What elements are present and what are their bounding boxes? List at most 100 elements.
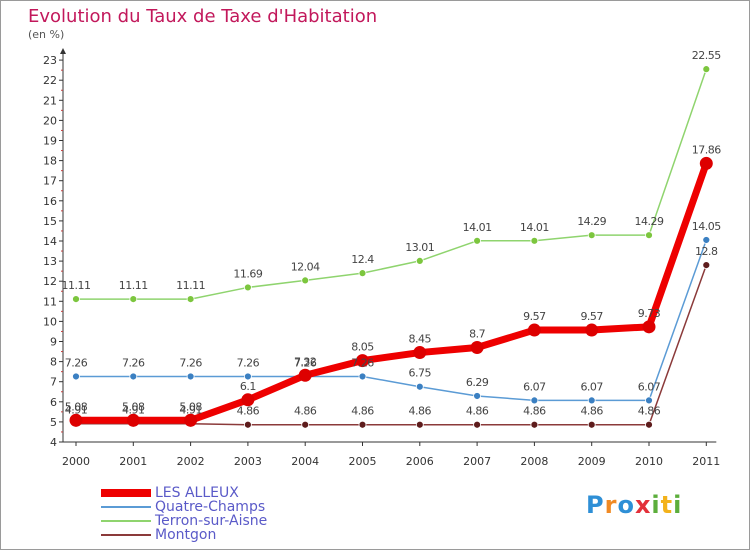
- data-label: 6.75: [409, 367, 432, 380]
- y-tick-label: 18: [43, 155, 57, 168]
- data-label: 9.57: [580, 310, 603, 323]
- y-tick-label: 5: [50, 416, 57, 429]
- x-tick-label: 2009: [578, 455, 606, 468]
- y-tick-label: 20: [43, 114, 57, 127]
- y-tick-label: 4: [50, 436, 57, 449]
- data-label: 14.05: [692, 220, 721, 233]
- data-label: 11.69: [233, 267, 262, 280]
- data-point: [473, 236, 482, 245]
- data-label: 11.11: [119, 279, 148, 292]
- y-tick-label: 23: [43, 54, 57, 67]
- data-label: 7.26: [179, 356, 202, 369]
- data-label: 6.07: [523, 380, 546, 393]
- legend-swatch: [101, 506, 151, 508]
- legend-label: Montgon: [155, 527, 217, 543]
- data-point: [415, 382, 424, 391]
- data-point: [356, 354, 369, 368]
- x-tick-label: 2007: [463, 455, 491, 468]
- legend-label: Terron-sur-Aisne: [155, 513, 268, 529]
- data-point: [645, 231, 653, 240]
- data-point: [72, 372, 80, 381]
- x-tick-label: 2003: [234, 455, 262, 468]
- data-label: 7.26: [237, 356, 260, 369]
- y-tick-label: 19: [43, 135, 57, 148]
- data-label: 11.11: [62, 279, 91, 292]
- data-label: 8.45: [409, 333, 432, 346]
- data-label: 7.32: [294, 355, 317, 368]
- y-tick-label: 21: [43, 94, 57, 107]
- x-tick-label: 2006: [406, 455, 434, 468]
- data-label: 13.01: [405, 241, 434, 254]
- data-point: [530, 396, 539, 405]
- data-point: [301, 420, 310, 429]
- y-tick-label: 6: [50, 396, 57, 409]
- data-point: [358, 372, 367, 381]
- data-point: [413, 346, 427, 360]
- x-tick-label: 2002: [177, 455, 205, 468]
- data-point: [530, 420, 539, 429]
- y-tick-label: 8: [50, 356, 57, 369]
- x-tick-label: 2000: [62, 455, 90, 468]
- data-label: 5.08: [179, 400, 202, 413]
- y-tick-label: 14: [43, 235, 57, 248]
- y-tick-label: 7: [50, 376, 57, 389]
- data-label: 7.26: [294, 356, 317, 369]
- data-label: 8.05: [351, 341, 374, 354]
- y-tick-label: 12: [43, 275, 57, 288]
- x-tick-label: 2008: [520, 455, 548, 468]
- data-label: 5.08: [122, 400, 145, 413]
- data-label: 4.86: [523, 405, 546, 418]
- data-point: [69, 413, 83, 427]
- y-tick-label: 11: [43, 295, 57, 308]
- data-point: [186, 295, 195, 303]
- data-point: [645, 396, 653, 405]
- legend-label: Quatre-Champs: [155, 499, 266, 515]
- data-label: 11.11: [176, 279, 205, 292]
- legend-label: LES ALLEUX: [155, 485, 239, 501]
- x-tick-label: 2011: [692, 455, 720, 468]
- data-point: [587, 420, 596, 429]
- data-point: [241, 393, 255, 407]
- data-point: [415, 256, 424, 265]
- x-tick-label: 2004: [291, 455, 319, 468]
- data-label: 17.86: [692, 143, 721, 156]
- y-tick-label: 17: [43, 175, 57, 188]
- data-point: [72, 295, 80, 303]
- series-line: [75, 68, 708, 300]
- data-point: [129, 372, 138, 381]
- data-label: 14.01: [520, 221, 549, 234]
- data-label: 9.57: [523, 310, 546, 323]
- data-point: [470, 341, 484, 355]
- data-label: 12.04: [291, 260, 320, 273]
- series-line: [72, 159, 710, 424]
- data-point: [243, 420, 252, 429]
- data-label: 4.86: [466, 405, 489, 418]
- data-point: [585, 323, 599, 337]
- data-point: [587, 231, 596, 240]
- data-point: [473, 392, 482, 400]
- y-tick-label: 10: [43, 315, 57, 328]
- data-point: [415, 420, 424, 429]
- data-point: [702, 236, 711, 244]
- data-point: [358, 269, 367, 278]
- data-label: 9.73: [638, 307, 661, 320]
- data-label: 5.08: [65, 400, 88, 413]
- data-label: 12.4: [351, 253, 374, 266]
- series-line: [75, 239, 708, 402]
- data-label: 7.26: [351, 356, 374, 369]
- data-label: 4.91: [179, 404, 202, 417]
- y-axis-arrow: [60, 48, 66, 55]
- y-tick-label: 22: [43, 74, 57, 87]
- data-label: 4.86: [638, 405, 661, 418]
- data-point: [587, 396, 596, 405]
- data-point: [243, 283, 252, 292]
- y-tick-label: 9: [50, 336, 57, 349]
- data-label: 14.01: [463, 221, 492, 234]
- data-label: 22.55: [692, 49, 721, 62]
- data-label: 6.1: [240, 380, 256, 393]
- data-point: [243, 372, 252, 381]
- data-point: [184, 413, 198, 427]
- data-label: 4.86: [580, 405, 603, 418]
- data-point: [702, 261, 711, 270]
